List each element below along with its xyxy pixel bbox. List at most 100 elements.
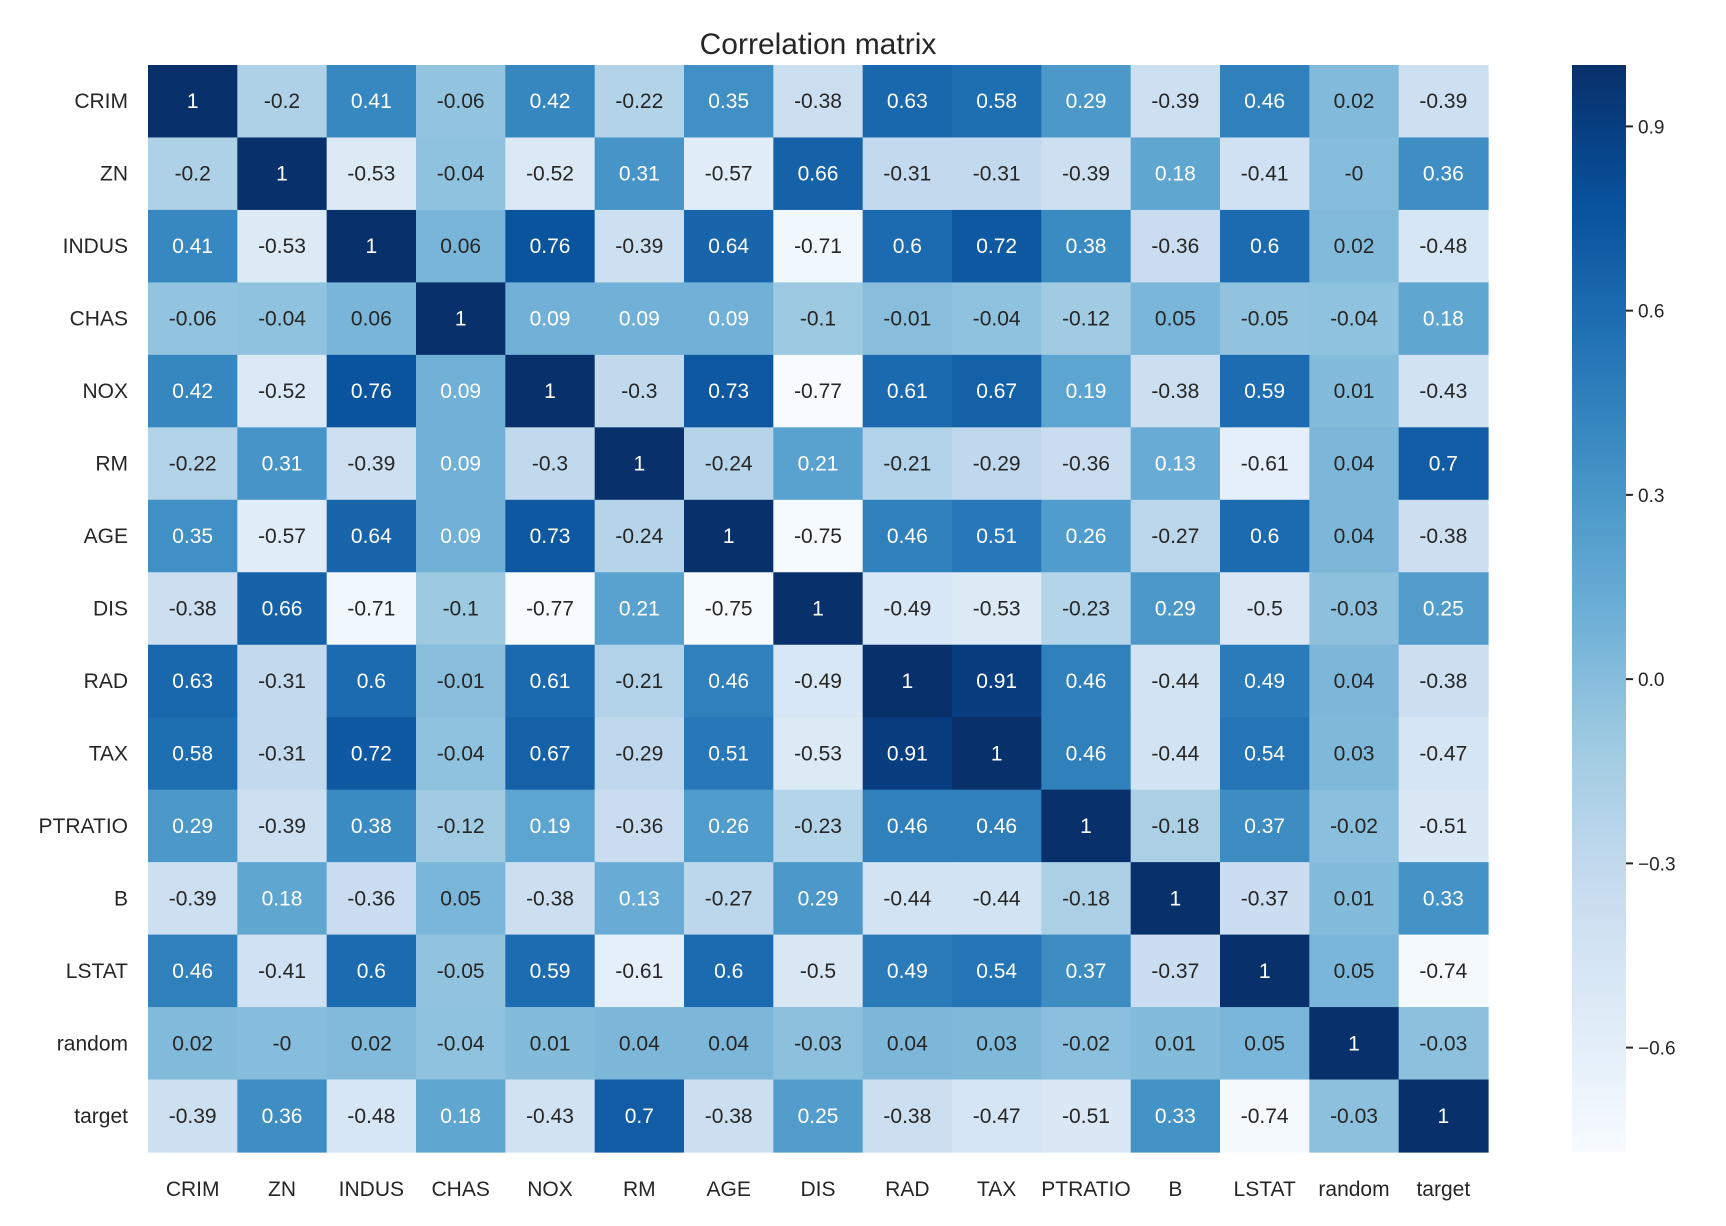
cell-annotation: -0.38 — [1151, 380, 1199, 403]
cell-annotation: -0.41 — [258, 960, 306, 983]
heatmap-cell — [1130, 1079, 1221, 1153]
heatmap-cell — [237, 1079, 328, 1153]
cell-annotation: 0.03 — [976, 1032, 1017, 1055]
heatmap-cell — [1041, 934, 1132, 1008]
heatmap-cell — [416, 282, 506, 356]
cell-annotation: -0.39 — [1419, 90, 1467, 113]
heatmap-cell — [505, 1079, 596, 1153]
cell-annotation: -0.1 — [443, 598, 479, 621]
cell-annotation: 0.04 — [1334, 670, 1375, 693]
heatmap-cell — [416, 137, 506, 211]
heatmap-cell — [237, 282, 328, 356]
heatmap-cell — [1309, 1079, 1400, 1153]
heatmap-cell — [862, 717, 953, 791]
cell-annotation: -0.06 — [437, 90, 485, 113]
cell-annotation: -0.71 — [347, 598, 395, 621]
cell-annotation: 0.46 — [887, 815, 928, 838]
x-tick-label: AGE — [706, 1178, 750, 1201]
cell-annotation: -0.48 — [347, 1105, 395, 1128]
cell-annotation: 0.09 — [440, 453, 481, 476]
heatmap-cell — [1309, 717, 1400, 791]
cell-annotation: 0.63 — [887, 90, 928, 113]
cell-annotation: 0.46 — [976, 815, 1017, 838]
heatmap-cell — [416, 209, 506, 283]
heatmap-cell — [416, 862, 506, 936]
cell-annotation: -0.04 — [1330, 308, 1378, 331]
heatmap-cell — [148, 934, 238, 1008]
cell-annotation: -0.18 — [1151, 815, 1199, 838]
cell-annotation: -0.18 — [1062, 887, 1110, 910]
heatmap-cell — [1220, 1079, 1310, 1153]
cell-annotation: -0.29 — [615, 742, 663, 765]
heatmap-cell — [148, 137, 238, 211]
heatmap-cell — [148, 209, 238, 283]
heatmap-cell — [952, 644, 1042, 718]
cell-annotation: 0.72 — [976, 235, 1017, 258]
cell-annotation: 0.29 — [798, 887, 839, 910]
heatmap-cell — [1041, 499, 1132, 573]
cell-annotation: 0.49 — [1244, 670, 1285, 693]
heatmap-cell — [862, 1079, 953, 1153]
cell-annotation: 0.06 — [440, 235, 481, 258]
heatmap-cell — [952, 209, 1042, 283]
heatmap-cell — [862, 499, 953, 573]
heatmap-cell — [1398, 1079, 1489, 1153]
cell-annotation: -0.37 — [1151, 960, 1199, 983]
cell-annotation: -0.03 — [1330, 1105, 1378, 1128]
cell-annotation: -0.38 — [883, 1105, 931, 1128]
heatmap-cell — [594, 209, 685, 283]
y-tick-label: target — [74, 1105, 128, 1128]
cell-annotation: 0.13 — [619, 887, 660, 910]
cell-annotation: 0.05 — [1155, 308, 1196, 331]
heatmap-cell — [326, 65, 417, 139]
cell-annotation: -0.3 — [532, 453, 568, 476]
heatmap-cell — [1309, 1007, 1400, 1081]
heatmap-cell — [594, 1079, 685, 1153]
x-tick-label: RM — [623, 1178, 656, 1201]
heatmap-cell — [773, 717, 864, 791]
heatmap-cell — [1309, 862, 1400, 936]
heatmap-cell — [326, 499, 417, 573]
cell-annotation: 0.36 — [262, 1105, 303, 1128]
y-tick-label: CRIM — [74, 90, 128, 113]
heatmap-cell — [237, 499, 328, 573]
heatmap-cell — [862, 65, 953, 139]
heatmap-cell — [1220, 427, 1310, 501]
heatmap-cell — [1220, 499, 1310, 573]
cell-annotation: -0.02 — [1062, 1032, 1110, 1055]
cell-annotation: 0.29 — [1066, 90, 1107, 113]
x-tick-label: B — [1168, 1178, 1182, 1201]
heatmap-cell — [237, 717, 328, 791]
cell-annotation: -0.36 — [615, 815, 663, 838]
cell-annotation: 0.18 — [262, 887, 303, 910]
cell-annotation: -0.1 — [800, 308, 836, 331]
heatmap-cell — [1220, 137, 1310, 211]
heatmap-cell — [505, 137, 596, 211]
x-tick-label: CHAS — [431, 1178, 489, 1201]
heatmap-cell — [505, 572, 596, 646]
cell-annotation: -0.04 — [973, 308, 1021, 331]
cell-annotation: 1 — [1348, 1032, 1360, 1055]
colorbar-tick-label: 0.0 — [1638, 670, 1664, 691]
cell-annotation: -0.61 — [615, 960, 663, 983]
cell-annotation: -0.01 — [883, 308, 931, 331]
heatmap-cell — [1041, 1079, 1132, 1153]
cell-annotation: -0.75 — [705, 598, 753, 621]
cell-annotation: -0.47 — [1419, 742, 1467, 765]
x-tick-label: target — [1416, 1178, 1470, 1201]
cell-annotation: -0.77 — [526, 598, 574, 621]
heatmap-cell — [594, 65, 685, 139]
cell-annotation: -0.27 — [1151, 525, 1199, 548]
cell-annotation: -0.41 — [1241, 163, 1289, 186]
cell-annotation: 0.61 — [530, 670, 571, 693]
cell-annotation: -0.5 — [800, 960, 836, 983]
cell-annotation: 0.26 — [1066, 525, 1107, 548]
cell-annotation: 0.38 — [1066, 235, 1107, 258]
heatmap-cell — [952, 1007, 1042, 1081]
heatmap-cell — [1041, 1007, 1132, 1081]
cell-annotation: 0.25 — [1423, 598, 1464, 621]
cell-annotation: 0.41 — [172, 235, 213, 258]
cell-annotation: -0.12 — [1062, 308, 1110, 331]
heatmap-cell — [237, 789, 328, 863]
heatmap-cell — [1130, 789, 1221, 863]
